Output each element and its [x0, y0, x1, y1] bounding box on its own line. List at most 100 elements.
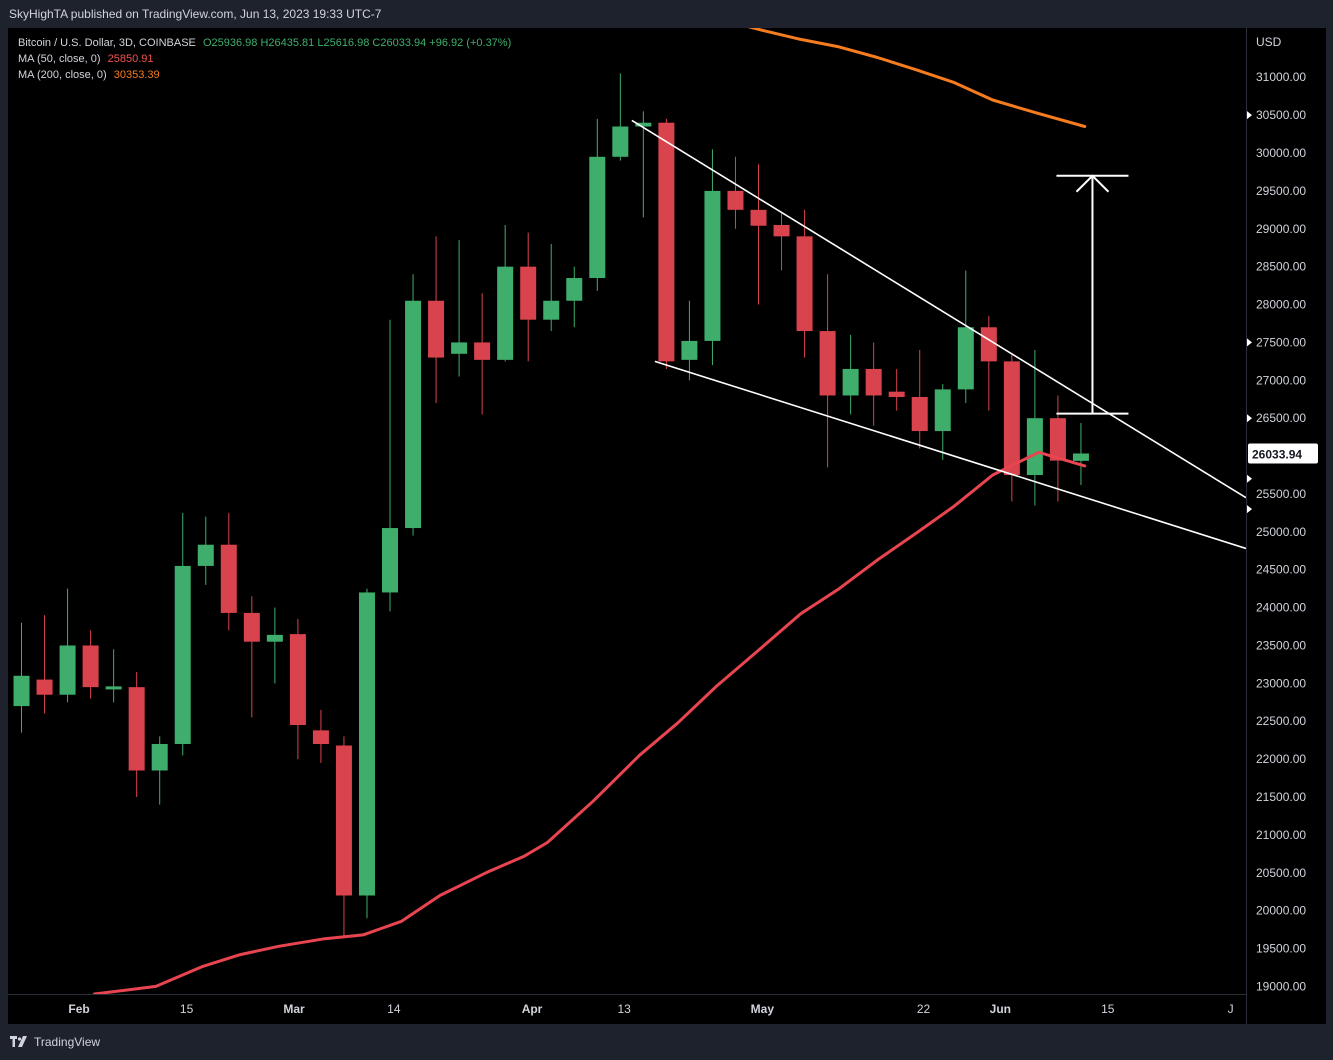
candle-down[interactable] [428, 236, 445, 404]
candle-body [382, 528, 399, 593]
candle-down[interactable] [658, 118, 675, 369]
candle-down[interactable] [36, 615, 53, 714]
candle-body [128, 687, 145, 771]
price-tick-label: 25500.00 [1256, 487, 1306, 501]
candle-up[interactable] [1026, 350, 1043, 506]
ma200-line[interactable] [678, 28, 1087, 128]
candle-up[interactable] [13, 622, 30, 733]
candle-up[interactable] [842, 334, 859, 415]
candle-body [773, 224, 790, 237]
price-tick-label: 22500.00 [1256, 714, 1306, 728]
candle-down[interactable] [82, 630, 99, 699]
candle-up[interactable] [635, 111, 652, 218]
candle-down[interactable] [1003, 353, 1020, 502]
ma-layer [92, 28, 1087, 994]
publisher-line: SkyHighTA published on TradingView.com, … [9, 7, 382, 21]
candle-up[interactable] [1072, 423, 1089, 486]
price-chart[interactable]: USD 19000.00 19500.00 20000.00 20500.00 21000… [8, 28, 1326, 1024]
candle-up[interactable] [704, 149, 721, 366]
candle-body [543, 300, 560, 320]
tradingview-logo[interactable]: TradingView [10, 1034, 100, 1050]
candle-up[interactable] [358, 588, 375, 919]
candle-up[interactable] [497, 224, 514, 362]
drawings-layer [631, 119, 1246, 550]
candle-down[interactable] [520, 232, 537, 362]
candle-down[interactable] [911, 350, 928, 449]
symbol-label: Bitcoin / U.S. Dollar, 3D, COINBASE [18, 37, 196, 49]
candle-up[interactable] [934, 384, 951, 460]
price-tick-label: 26500.00 [1256, 411, 1306, 425]
candle-down[interactable] [474, 293, 491, 415]
price-axis[interactable]: USD 19000.00 19500.00 20000.00 20500.00 21000… [1246, 28, 1319, 1024]
candle-up[interactable] [59, 588, 76, 703]
candle-body [174, 565, 191, 744]
price-tick-label: 28500.00 [1256, 260, 1306, 274]
candle-up[interactable] [405, 274, 422, 536]
price-tick-label: 19500.00 [1256, 942, 1306, 956]
high-value: H26435.81 [260, 37, 315, 49]
price-tick-label: 25000.00 [1256, 525, 1306, 539]
candle-body [266, 634, 283, 642]
ma200-row[interactable]: MA (200, close, 0) 30353.39 [18, 67, 511, 83]
candle-body [612, 126, 629, 157]
candle-down[interactable] [819, 274, 836, 468]
candle-up[interactable] [681, 300, 698, 381]
candle-body [520, 266, 537, 320]
candle-up[interactable] [543, 243, 560, 332]
candle-up[interactable] [151, 736, 168, 805]
candle-down[interactable] [312, 709, 329, 763]
candle-up[interactable] [451, 240, 468, 377]
time-tick-label: J [1228, 1002, 1234, 1016]
symbol-row[interactable]: Bitcoin / U.S. Dollar, 3D, COINBASE O259… [18, 35, 511, 51]
price-tick-label: 22000.00 [1256, 752, 1306, 766]
candle-up[interactable] [197, 516, 214, 585]
candle-down[interactable] [888, 368, 905, 411]
candle-body [681, 340, 698, 360]
price-tick-label: 19000.00 [1256, 979, 1306, 993]
candle-down[interactable] [865, 342, 882, 426]
candle-down[interactable] [335, 736, 352, 938]
candle-down[interactable] [289, 618, 306, 760]
candle-down[interactable] [773, 213, 790, 271]
candle-up[interactable] [266, 607, 283, 684]
last-price-badge[interactable] [1248, 443, 1318, 464]
candle-down[interactable] [243, 596, 260, 718]
candle-up[interactable] [382, 319, 399, 612]
candle-down[interactable] [727, 156, 744, 229]
footer-bar: TradingView [0, 1024, 1333, 1060]
ma50-line[interactable] [92, 450, 1087, 994]
candle-down[interactable] [750, 164, 767, 305]
candle-body [243, 612, 260, 642]
time-tick-label: 13 [617, 1002, 631, 1016]
arrow-head [1075, 174, 1110, 193]
candle-down[interactable] [980, 315, 997, 411]
time-axis[interactable]: Feb 15 Mar 14 Apr 13 May 22 Jun 15 J [8, 994, 1246, 1017]
time-tick-label: May [751, 1002, 775, 1016]
candle-up[interactable] [612, 73, 629, 161]
candle-up[interactable] [105, 649, 122, 703]
candles-layer [13, 73, 1089, 938]
candle-up[interactable] [589, 118, 606, 291]
price-tick-label: 20500.00 [1256, 866, 1306, 880]
candle-down[interactable] [1049, 395, 1066, 502]
candle-up[interactable] [174, 512, 191, 756]
candle-body [405, 300, 422, 529]
candle-down[interactable] [220, 512, 237, 631]
lower-trendline[interactable] [654, 360, 1246, 550]
price-marker-icon [1247, 474, 1252, 483]
candle-down[interactable] [128, 672, 145, 798]
candle-down[interactable] [796, 209, 813, 358]
price-tick-label: 24000.00 [1256, 601, 1306, 615]
tradingview-logo-icon [10, 1036, 27, 1047]
candle-up[interactable] [566, 266, 583, 328]
target-arrow[interactable] [1056, 174, 1129, 415]
close-value: C26033.94 [372, 37, 427, 49]
time-tick-label: 15 [180, 1002, 194, 1016]
ma50-row[interactable]: MA (50, close, 0) 25850.91 [18, 51, 511, 67]
chart-legend: Bitcoin / U.S. Dollar, 3D, COINBASE O259… [18, 35, 511, 83]
candle-body [727, 190, 744, 210]
price-tick-label: 23000.00 [1256, 676, 1306, 690]
candle-up[interactable] [957, 270, 974, 404]
upper-trendline[interactable] [631, 119, 1246, 499]
ma50-value: 25850.91 [107, 53, 154, 65]
